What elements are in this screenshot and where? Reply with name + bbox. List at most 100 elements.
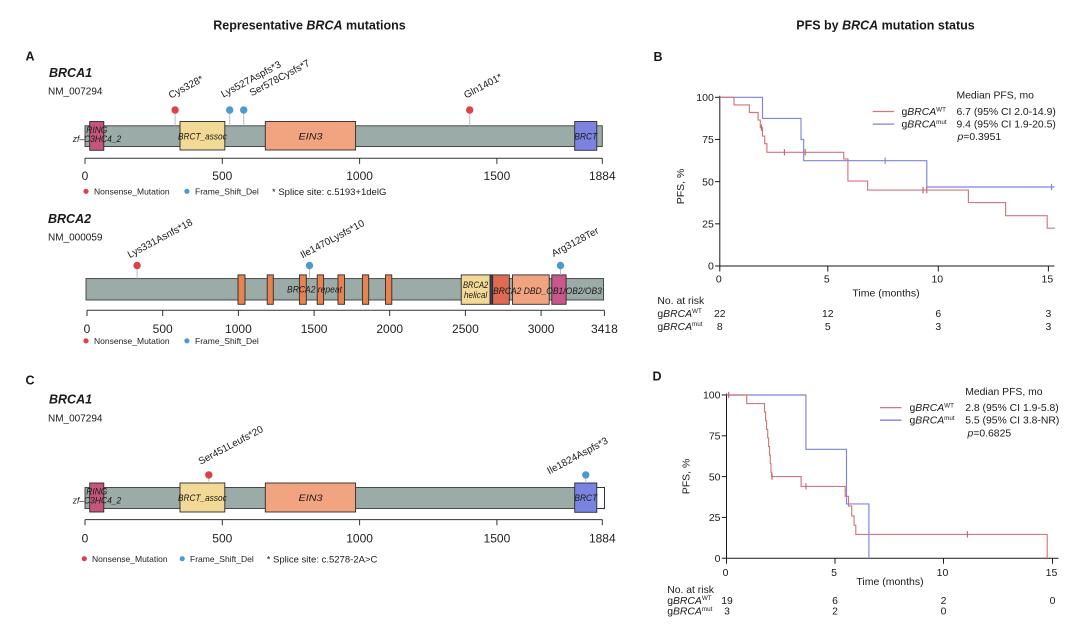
svg-text:gBRCAmut: gBRCAmut — [667, 606, 712, 618]
svg-text:Frame_Shift_Del: Frame_Shift_Del — [195, 336, 259, 346]
svg-text:3: 3 — [1046, 309, 1052, 320]
svg-text:Median PFS, mo: Median PFS, mo — [965, 387, 1043, 398]
svg-text:1500: 1500 — [484, 531, 511, 545]
svg-text:NM_000059: NM_000059 — [48, 233, 103, 244]
svg-text:Nonsense_Mutation: Nonsense_Mutation — [94, 336, 170, 346]
svg-text:RING: RING — [86, 125, 107, 136]
svg-text:3000: 3000 — [528, 322, 555, 336]
svg-text:gBRCAWT: gBRCAWT — [910, 402, 955, 414]
svg-text:0: 0 — [708, 261, 714, 273]
svg-text:EIN3: EIN3 — [299, 131, 324, 142]
svg-text:22: 22 — [714, 309, 726, 320]
svg-text:1500: 1500 — [484, 169, 511, 183]
svg-text:10: 10 — [937, 567, 949, 579]
svg-text:gBRCAmut: gBRCAmut — [657, 321, 702, 333]
svg-text:0: 0 — [1050, 596, 1056, 607]
svg-text:C: C — [26, 374, 35, 388]
svg-text:3: 3 — [935, 322, 941, 333]
svg-text:3: 3 — [1046, 322, 1052, 333]
svg-text:BRCT: BRCT — [574, 493, 598, 504]
svg-text:B: B — [654, 50, 663, 64]
svg-text:8: 8 — [717, 322, 723, 333]
svg-text:Nonsense_Mutation: Nonsense_Mutation — [94, 187, 170, 197]
svg-text:PFS by BRCA mutation status: PFS by BRCA mutation status — [796, 19, 975, 33]
svg-text:BRCA2: BRCA2 — [48, 212, 91, 226]
svg-text:50: 50 — [702, 176, 714, 188]
svg-text:BRCA2: BRCA2 — [463, 280, 488, 290]
svg-text:6: 6 — [935, 309, 941, 320]
svg-text:1000: 1000 — [346, 531, 373, 545]
svg-text:helical: helical — [464, 290, 488, 300]
svg-text:RING: RING — [86, 486, 107, 497]
svg-text:0: 0 — [941, 607, 947, 618]
svg-text:PFS, %: PFS, % — [681, 459, 693, 495]
svg-text:0: 0 — [723, 567, 729, 579]
svg-text:0: 0 — [82, 531, 89, 545]
svg-text:500: 500 — [212, 531, 232, 545]
svg-text:Time (months): Time (months) — [852, 287, 919, 299]
svg-text:2500: 2500 — [452, 322, 479, 336]
svg-text:500: 500 — [212, 169, 232, 183]
svg-text:No. at risk: No. at risk — [657, 296, 705, 307]
svg-text:p=0.6825: p=0.6825 — [967, 429, 1012, 440]
svg-text:D: D — [653, 370, 662, 384]
svg-text:0: 0 — [82, 169, 89, 183]
svg-text:5: 5 — [831, 567, 837, 579]
svg-text:A: A — [26, 49, 35, 63]
svg-text:Frame_Shift_Del: Frame_Shift_Del — [195, 187, 259, 197]
svg-text:Time (months): Time (months) — [856, 576, 923, 588]
svg-text:BRCA2 repeat: BRCA2 repeat — [287, 285, 342, 296]
svg-text:75: 75 — [702, 134, 714, 146]
svg-text:Nonsense_Mutation: Nonsense_Mutation — [92, 554, 168, 564]
svg-text:gBRCAmut: gBRCAmut — [910, 415, 955, 427]
svg-text:12: 12 — [822, 309, 834, 320]
svg-text:1000: 1000 — [225, 322, 252, 336]
svg-text:EIN3: EIN3 — [299, 493, 324, 504]
svg-text:Median PFS, mo: Median PFS, mo — [957, 91, 1035, 102]
svg-text:19: 19 — [721, 596, 733, 607]
svg-text:1500: 1500 — [301, 322, 328, 336]
svg-text:6.7 (95% CI 2.0-14.9): 6.7 (95% CI 2.0-14.9) — [957, 107, 1056, 118]
svg-text:gBRCAWT: gBRCAWT — [902, 106, 947, 118]
svg-text:gBRCAWT: gBRCAWT — [657, 308, 702, 320]
svg-text:gBRCAWT: gBRCAWT — [667, 595, 712, 607]
svg-text:5: 5 — [825, 322, 831, 333]
svg-text:5: 5 — [824, 274, 830, 286]
svg-text:BRCA2 DBD_OB1/OB2/OB3: BRCA2 DBD_OB1/OB2/OB3 — [493, 286, 602, 296]
svg-text:2: 2 — [832, 607, 838, 618]
svg-text:1884: 1884 — [589, 531, 616, 545]
svg-text:PFS, %: PFS, % — [675, 169, 687, 205]
svg-text:0: 0 — [715, 553, 721, 565]
svg-text:50: 50 — [709, 471, 721, 483]
svg-text:3: 3 — [724, 607, 730, 618]
svg-text:25: 25 — [702, 219, 714, 231]
svg-text:100: 100 — [703, 390, 721, 402]
svg-text:BRCT_assoc: BRCT_assoc — [178, 131, 227, 142]
svg-text:9.4 (95% CI 1.9-20.5): 9.4 (95% CI 1.9-20.5) — [957, 120, 1056, 131]
svg-text:2.8 (95% CI 1.9-5.8): 2.8 (95% CI 1.9-5.8) — [965, 403, 1059, 414]
svg-text:Frame_Shift_Del: Frame_Shift_Del — [190, 554, 254, 564]
svg-text:3418: 3418 — [591, 322, 618, 336]
svg-text:BRCA1: BRCA1 — [49, 66, 92, 80]
svg-text:10: 10 — [931, 274, 943, 286]
svg-text:100: 100 — [696, 92, 714, 104]
svg-text:2000: 2000 — [376, 322, 403, 336]
svg-text:BRCT: BRCT — [574, 131, 598, 142]
svg-text:gBRCAmut: gBRCAmut — [902, 119, 947, 131]
svg-text:zf–C3HC4_2: zf–C3HC4_2 — [72, 495, 122, 506]
svg-text:75: 75 — [709, 431, 721, 443]
svg-text:NM_007294: NM_007294 — [48, 87, 103, 98]
svg-text:BRCA1: BRCA1 — [49, 393, 92, 407]
svg-text:25: 25 — [709, 512, 721, 524]
svg-text:6: 6 — [832, 596, 838, 607]
svg-text:1884: 1884 — [589, 169, 616, 183]
svg-text:* Splice site: c.5193+1delG: * Splice site: c.5193+1delG — [272, 187, 386, 198]
svg-text:2: 2 — [941, 596, 947, 607]
svg-text:15: 15 — [1042, 274, 1054, 286]
svg-text:NM_007294: NM_007294 — [48, 414, 103, 425]
svg-text:p=0.3951: p=0.3951 — [957, 132, 1002, 143]
svg-text:0: 0 — [84, 322, 91, 336]
svg-text:No. at risk: No. at risk — [667, 585, 715, 596]
svg-text:zf–C3HC4_2: zf–C3HC4_2 — [72, 134, 122, 145]
svg-text:500: 500 — [153, 322, 173, 336]
